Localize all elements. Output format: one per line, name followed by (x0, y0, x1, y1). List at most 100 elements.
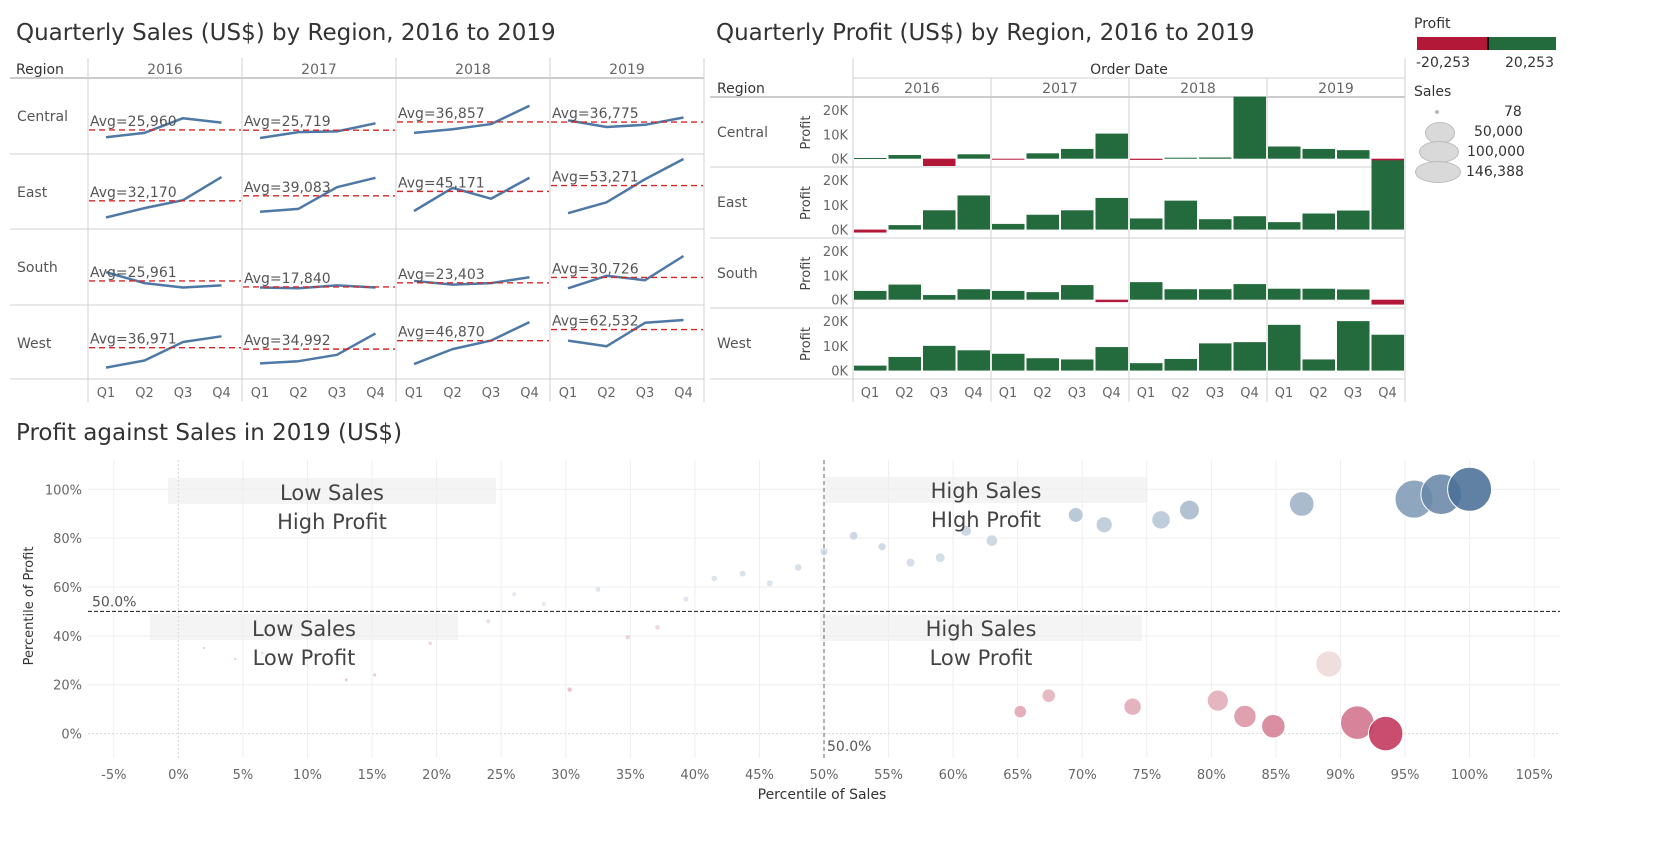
profit-row-axis-label: Profit (799, 186, 814, 220)
profit-bar (1199, 289, 1232, 300)
profit-region-label: East (717, 195, 748, 211)
scatter-point (373, 673, 377, 677)
profit-bar (1130, 158, 1163, 160)
sales-trend-line (105, 270, 222, 289)
profit-legend[interactable]: Profit -20,253 20,253 (1412, 14, 1562, 74)
profit-bar (1199, 343, 1232, 371)
profit-bar (1337, 210, 1370, 230)
scatter-point (261, 651, 264, 655)
sales-year-header: 2019 (609, 62, 645, 78)
profit-region-label: West (717, 336, 752, 352)
profit-y-tick: 10K (823, 128, 849, 143)
profit-row-axis-label: Profit (799, 327, 814, 361)
scatter-x-tick: 85% (1261, 768, 1290, 783)
scatter-x-tick: 55% (874, 768, 903, 783)
sales-trend-line (413, 276, 530, 286)
profit-bar (1061, 210, 1094, 230)
profit-y-tick: 20K (823, 245, 849, 260)
profit-bar (1130, 282, 1163, 300)
profit-quarter-tick: Q4 (1102, 386, 1121, 401)
scatter-point (625, 634, 631, 640)
profit-legend-positive-swatch (1487, 37, 1556, 50)
scatter-point (654, 624, 660, 630)
sales-year-header: 2016 (147, 62, 183, 78)
sales-year-header: 2018 (455, 62, 491, 78)
profit-quarter-tick: Q2 (1171, 386, 1190, 401)
scatter-point (1447, 466, 1493, 512)
quadrant-label-br-1: High Sales (925, 617, 1037, 641)
scatter-point (934, 552, 946, 564)
profit-bar (1302, 288, 1335, 300)
scatter-point (739, 570, 746, 577)
profit-bar (1199, 157, 1232, 159)
sales-quarter-tick: Q1 (559, 386, 578, 401)
sales-chart-title: Quarterly Sales (US$) by Region, 2016 to… (16, 20, 556, 46)
sales-quarter-tick: Q2 (289, 386, 308, 401)
scatter-point (683, 596, 689, 602)
profit-y-tick: 10K (823, 199, 849, 214)
scatter-point (234, 657, 237, 661)
profit-bar (1130, 218, 1163, 230)
scatter-x-tick: 45% (745, 768, 774, 783)
profit-year-header: 2018 (1180, 81, 1216, 97)
profit-y-tick: 0K (831, 224, 848, 239)
profit-bar (888, 356, 921, 371)
profit-legend-negative-swatch (1417, 37, 1487, 50)
scatter-x-tick: 95% (1391, 768, 1420, 783)
profit-bar (1268, 222, 1301, 230)
sales-quarter-tick: Q4 (674, 386, 693, 401)
sales-trend-line (259, 332, 377, 365)
profit-quarter-tick: Q4 (964, 386, 983, 401)
sales-average-label: Avg=36,971 (90, 332, 177, 348)
scatter-y-tick: 40% (53, 630, 82, 645)
scatter-point (960, 524, 972, 537)
profit-bar (1233, 284, 1266, 300)
scatter-point (766, 580, 773, 587)
sales-average-label: Avg=62,532 (552, 314, 639, 330)
profit-quarter-tick: Q4 (1240, 386, 1259, 401)
profit-bar (923, 345, 956, 371)
scatter-y-axis-title: Percentile of Profit (22, 547, 37, 666)
sales-quarter-tick: Q4 (212, 386, 231, 401)
sales-quarter-tick: Q2 (443, 386, 462, 401)
sales-average-label: Avg=25,960 (90, 114, 177, 130)
sales-size-legend[interactable]: Sales 78 50,000 100,000 146,388 (1412, 82, 1562, 183)
scatter-x-tick: -5% (101, 768, 126, 783)
quadrant-label-tr-1: High Sales (930, 479, 1042, 503)
scatter-point (1151, 510, 1171, 530)
scatter-point (567, 687, 572, 692)
sales-quarter-tick: Q4 (366, 386, 385, 401)
sales-region-label: West (17, 336, 52, 352)
profit-quarter-tick: Q1 (1275, 386, 1294, 401)
scatter-point (985, 534, 999, 547)
sales-average-label: Avg=45,171 (398, 175, 485, 191)
scatter-point (1315, 650, 1343, 678)
sales-quarter-tick: Q3 (482, 386, 501, 401)
scatter-point (794, 564, 802, 571)
profit-bar (923, 295, 956, 300)
profit-bar (1337, 150, 1370, 159)
sales-trend-line (259, 176, 376, 213)
scatter-point (486, 619, 491, 624)
scatter-point (1206, 689, 1229, 712)
scatter-point (1067, 506, 1084, 523)
sales-legend-label-78: 78 (1504, 104, 1522, 120)
scatter-point (820, 548, 828, 556)
scatter-y-tick: 0% (61, 728, 82, 743)
profit-bar (957, 195, 990, 230)
profit-y-tick: 20K (823, 315, 849, 330)
profit-quarter-tick: Q2 (895, 386, 914, 401)
profit-bar (1302, 148, 1335, 159)
scatter-x-tick: 30% (551, 768, 580, 783)
profit-bar (1061, 285, 1094, 300)
sales-region-label: Central (17, 109, 68, 125)
scatter-point (1123, 697, 1142, 716)
profit-quarter-tick: Q3 (930, 386, 949, 401)
profit-bar (923, 158, 956, 166)
profit-bar (1371, 334, 1404, 371)
profit-bar (1095, 133, 1128, 159)
scatter-x-tick: 50% (810, 768, 839, 783)
scatter-x-tick: 20% (422, 768, 451, 783)
scatter-point (877, 542, 887, 552)
sales-region-header: Region (16, 62, 64, 78)
